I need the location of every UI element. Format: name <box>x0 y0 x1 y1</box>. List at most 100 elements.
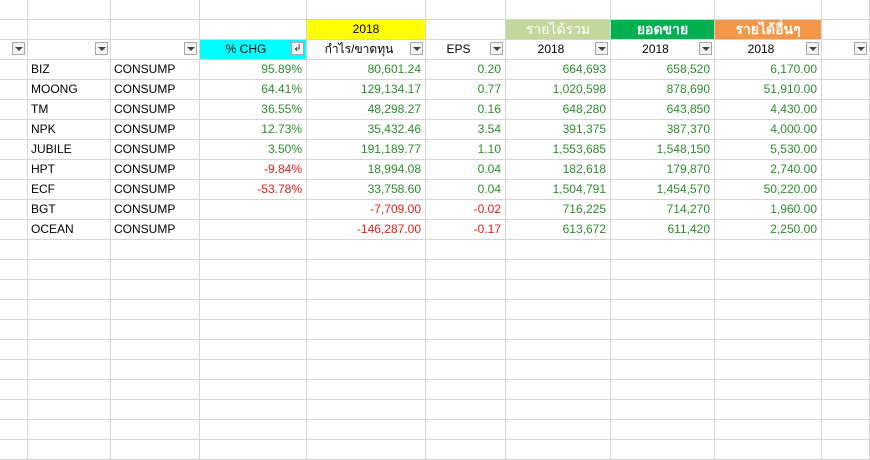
cell[interactable] <box>0 200 28 220</box>
cell[interactable] <box>307 340 426 360</box>
pct-chg-cell[interactable]: -53.78% <box>200 180 307 200</box>
pct-chg-cell[interactable]: 12.73% <box>200 120 307 140</box>
cell[interactable] <box>715 0 822 20</box>
other-income-cell[interactable]: 6,170.00 <box>715 60 822 80</box>
cell[interactable] <box>426 320 506 340</box>
cell[interactable] <box>822 220 870 240</box>
cell[interactable] <box>0 20 28 40</box>
eps-cell[interactable]: 1.10 <box>426 140 506 160</box>
sector-cell[interactable]: CONSUMP <box>111 160 200 180</box>
cell[interactable] <box>426 300 506 320</box>
cell[interactable] <box>506 300 611 320</box>
cell[interactable] <box>0 400 28 420</box>
cell[interactable] <box>822 440 870 460</box>
profit-cell[interactable]: -7,709.00 <box>307 200 426 220</box>
ticker-cell[interactable]: TM <box>28 100 111 120</box>
cell[interactable] <box>611 280 715 300</box>
cell[interactable] <box>0 440 28 460</box>
cell[interactable] <box>307 280 426 300</box>
pct-chg-cell[interactable]: 95.89% <box>200 60 307 80</box>
revenue-year-header[interactable]: 2018 <box>537 42 565 56</box>
cell[interactable] <box>0 220 28 240</box>
cell[interactable] <box>822 100 870 120</box>
cell[interactable] <box>0 320 28 340</box>
cell[interactable] <box>715 400 822 420</box>
ticker-cell[interactable]: BIZ <box>28 60 111 80</box>
cell[interactable] <box>506 260 611 280</box>
cell[interactable] <box>28 320 111 340</box>
cell[interactable] <box>611 420 715 440</box>
cell[interactable] <box>822 360 870 380</box>
cell[interactable] <box>111 420 200 440</box>
cell[interactable] <box>506 0 611 20</box>
cell[interactable] <box>0 260 28 280</box>
cell[interactable] <box>200 420 307 440</box>
cell[interactable] <box>715 420 822 440</box>
cell[interactable] <box>0 180 28 200</box>
ticker-cell[interactable]: NPK <box>28 120 111 140</box>
cell[interactable] <box>611 440 715 460</box>
cell[interactable] <box>200 440 307 460</box>
filter-dropdown-button[interactable] <box>699 42 712 55</box>
cell[interactable] <box>200 360 307 380</box>
cell[interactable] <box>715 360 822 380</box>
cell[interactable] <box>200 20 307 40</box>
cell[interactable] <box>28 360 111 380</box>
cell[interactable] <box>426 0 506 20</box>
revenue-cell[interactable]: 391,375 <box>506 120 611 140</box>
cell[interactable] <box>28 20 111 40</box>
cell[interactable] <box>715 240 822 260</box>
cell[interactable] <box>28 400 111 420</box>
ticker-cell[interactable]: BGT <box>28 200 111 220</box>
sales-cell[interactable]: 179,870 <box>611 160 715 180</box>
cell[interactable] <box>111 20 200 40</box>
cell[interactable] <box>426 400 506 420</box>
other-income-cell[interactable]: 50,220.00 <box>715 180 822 200</box>
cell[interactable] <box>200 320 307 340</box>
cell[interactable] <box>111 380 200 400</box>
cell[interactable] <box>200 300 307 320</box>
cell[interactable] <box>506 340 611 360</box>
sales-header-cell[interactable]: ยอดขาย <box>611 20 715 40</box>
cell[interactable] <box>426 360 506 380</box>
cell[interactable] <box>28 280 111 300</box>
cell[interactable] <box>28 260 111 280</box>
cell[interactable] <box>611 400 715 420</box>
cell[interactable] <box>200 380 307 400</box>
cell[interactable] <box>506 320 611 340</box>
profit-cell[interactable]: 33,758.60 <box>307 180 426 200</box>
cell[interactable] <box>822 120 870 140</box>
pct-chg-cell[interactable]: -9.84% <box>200 160 307 180</box>
cell[interactable] <box>611 240 715 260</box>
eps-cell[interactable]: 0.77 <box>426 80 506 100</box>
cell[interactable] <box>307 380 426 400</box>
pct-chg-header[interactable]: % CHG <box>225 42 267 56</box>
cell[interactable] <box>111 400 200 420</box>
cell[interactable] <box>822 380 870 400</box>
cell[interactable] <box>307 300 426 320</box>
revenue-cell[interactable]: 1,020,598 <box>506 80 611 100</box>
cell[interactable] <box>506 280 611 300</box>
cell[interactable] <box>426 380 506 400</box>
eps-cell[interactable]: 0.04 <box>426 180 506 200</box>
cell[interactable] <box>611 0 715 20</box>
ticker-cell[interactable]: HPT <box>28 160 111 180</box>
cell[interactable] <box>715 340 822 360</box>
profit-cell[interactable]: 80,601.24 <box>307 60 426 80</box>
cell[interactable] <box>822 240 870 260</box>
filter-dropdown-button[interactable] <box>12 42 25 55</box>
cell[interactable] <box>822 160 870 180</box>
profit-cell[interactable]: 35,432.46 <box>307 120 426 140</box>
sector-cell[interactable]: CONSUMP <box>111 100 200 120</box>
revenue-cell[interactable]: 648,280 <box>506 100 611 120</box>
cell[interactable] <box>822 20 870 40</box>
cell[interactable] <box>0 380 28 400</box>
cell[interactable] <box>715 300 822 320</box>
filter-dropdown-button[interactable] <box>410 42 423 55</box>
cell[interactable] <box>611 300 715 320</box>
cell[interactable] <box>715 380 822 400</box>
profit-loss-header[interactable]: กำไร/ขาดทุน <box>324 42 394 56</box>
cell[interactable] <box>426 240 506 260</box>
revenue-cell[interactable]: 1,553,685 <box>506 140 611 160</box>
other-income-cell[interactable]: 51,910.00 <box>715 80 822 100</box>
